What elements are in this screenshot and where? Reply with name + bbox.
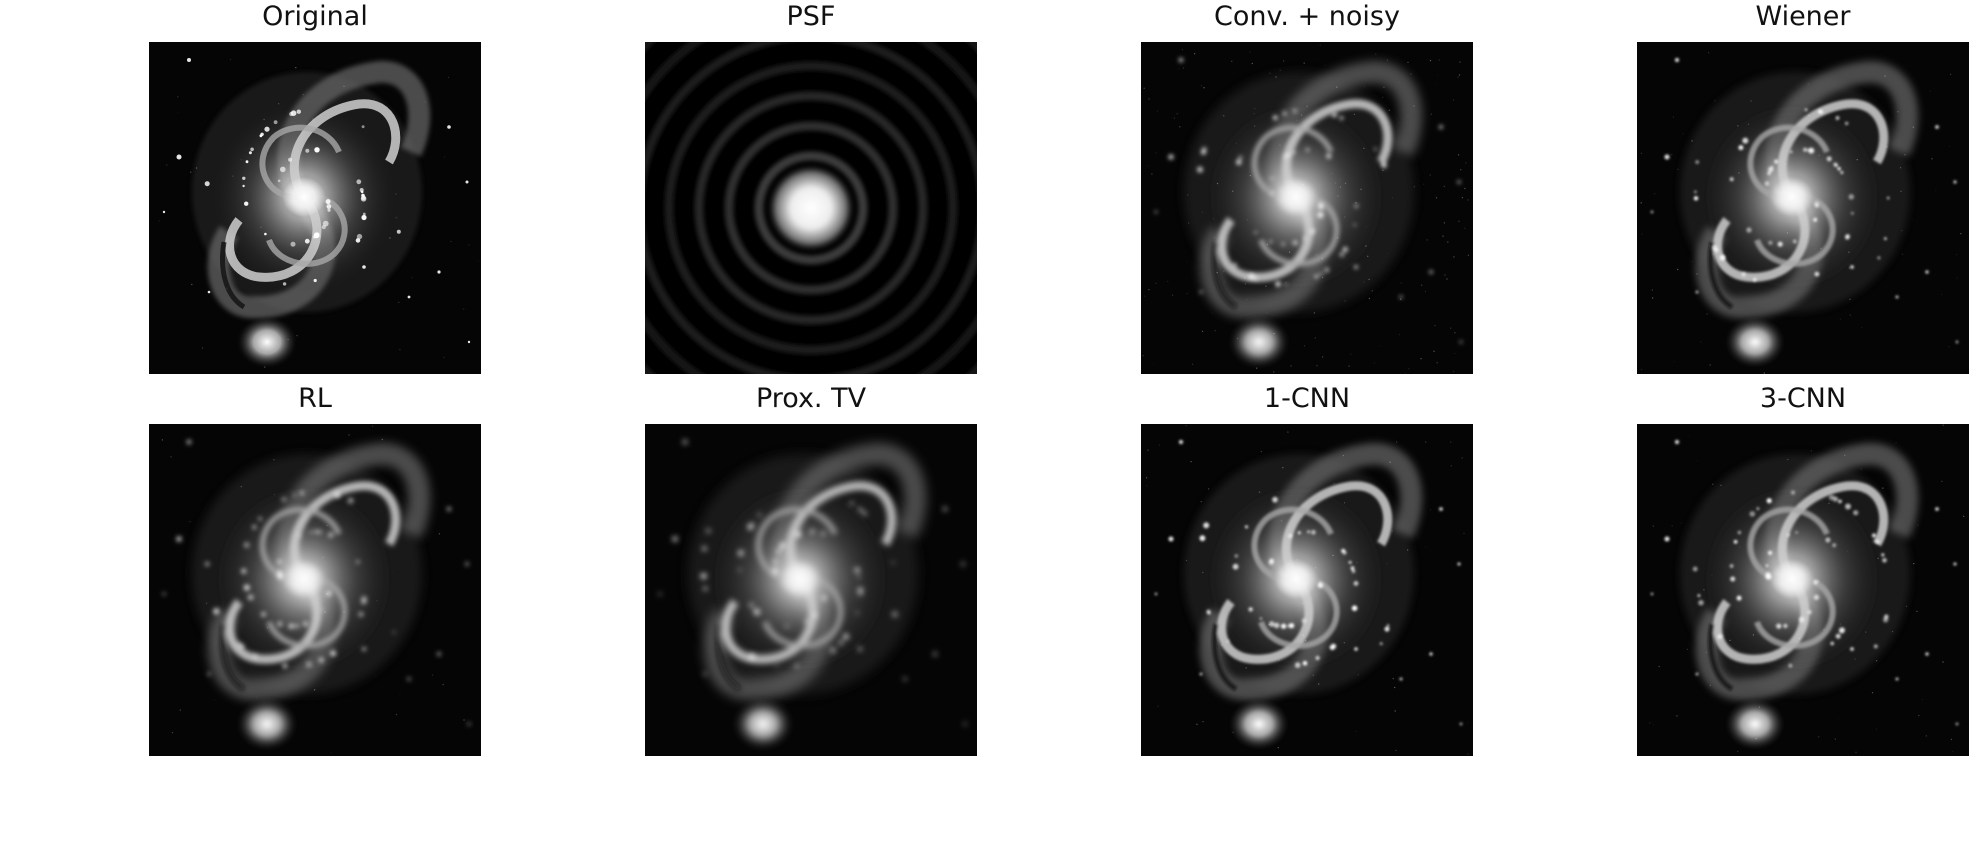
panel-title: Wiener	[1755, 1, 1851, 32]
galaxy-image-3-cnn	[1637, 424, 1969, 756]
panel-title: Conv. + noisy	[1214, 1, 1400, 32]
galaxy-graphic	[1141, 424, 1473, 756]
galaxy-image-conv-noisy	[1141, 42, 1473, 374]
galaxy-graphic	[149, 42, 481, 374]
galaxy-graphic	[149, 424, 481, 756]
panel-title: 3-CNN	[1759, 383, 1847, 414]
panel-title: Original	[262, 1, 368, 32]
galaxy-image-rl	[149, 424, 481, 756]
panel-title: RL	[298, 383, 332, 414]
galaxy-graphic	[645, 424, 977, 756]
galaxy-graphic	[1141, 42, 1473, 374]
psf-image	[645, 42, 977, 374]
galaxy-image-prox-tv	[645, 424, 977, 756]
galaxy-image-1-cnn	[1141, 424, 1473, 756]
panel-title: PSF	[786, 1, 836, 32]
galaxy-graphic	[1637, 424, 1969, 756]
panel-title: Prox. TV	[755, 383, 867, 414]
galaxy-graphic	[1637, 42, 1969, 374]
galaxy-image-wiener	[1637, 42, 1969, 374]
airy-disk-graphic	[645, 42, 977, 374]
galaxy-image-original	[149, 42, 481, 374]
panel-title: 1-CNN	[1263, 383, 1351, 414]
